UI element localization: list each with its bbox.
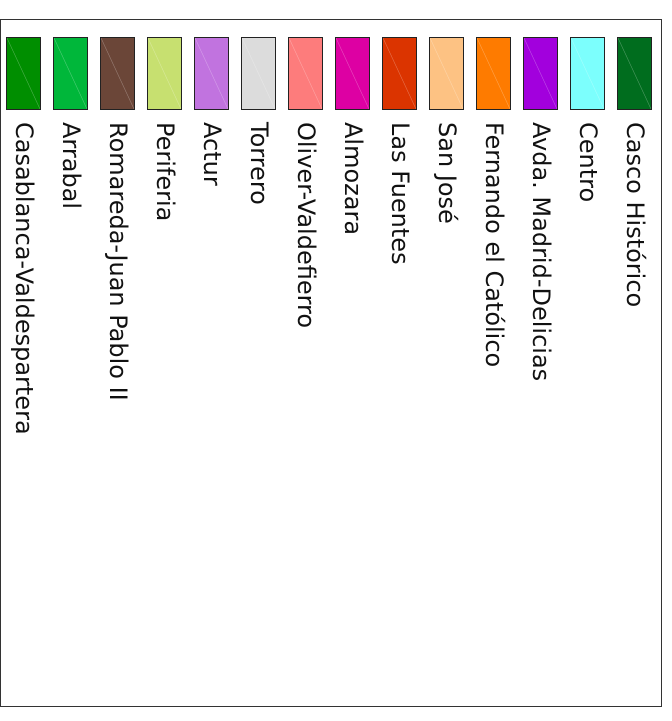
legend-label: Casco Histórico xyxy=(621,122,649,308)
legend-swatch xyxy=(194,37,229,110)
legend-swatch xyxy=(617,37,652,110)
legend-label: Oliver-Valdefierro xyxy=(292,122,320,329)
legend-item-almozara: Almozara xyxy=(330,20,377,708)
legend-item-casco-historico: Casco Histórico xyxy=(612,20,659,708)
legend-item-centro: Centro xyxy=(565,20,612,708)
legend-item-torrero: Torrero xyxy=(236,20,283,708)
legend-label: Periferia xyxy=(151,122,179,222)
legend-label: Centro xyxy=(574,122,602,203)
legend-swatch xyxy=(100,37,135,110)
legend-label: Las Fuentes xyxy=(386,122,414,265)
legend-item-avda-madrid-delicias: Avda. Madrid-Delicias xyxy=(518,20,565,708)
legend-label: Almozara xyxy=(339,122,367,236)
legend-swatch xyxy=(288,37,323,110)
legend-item-romareda-juan-pablo-ii: Romareda-Juan Pablo II xyxy=(95,20,142,708)
legend-item-oliver-valdefierro: Oliver-Valdefierro xyxy=(283,20,330,708)
legend-label: Fernando el Católico xyxy=(480,122,508,368)
map-legend: Casablanca-Valdespartera Arrabal Romared… xyxy=(0,19,662,707)
legend-item-arrabal: Arrabal xyxy=(48,20,95,708)
legend-label: Romareda-Juan Pablo II xyxy=(104,122,132,401)
legend-swatch xyxy=(570,37,605,110)
legend-swatch xyxy=(147,37,182,110)
legend-swatch xyxy=(241,37,276,110)
legend-swatch xyxy=(429,37,464,110)
legend-swatch xyxy=(6,37,41,110)
legend-label: Actur xyxy=(198,122,226,186)
legend-swatch xyxy=(476,37,511,110)
legend-swatch xyxy=(523,37,558,110)
legend-swatch xyxy=(53,37,88,110)
legend-label: Casablanca-Valdespartera xyxy=(10,122,38,435)
legend-item-fernando-el-catolico: Fernando el Católico xyxy=(471,20,518,708)
legend-item-periferia: Periferia xyxy=(142,20,189,708)
legend-label: Torrero xyxy=(245,122,273,205)
legend-label: San José xyxy=(433,122,461,224)
legend-label: Arrabal xyxy=(57,122,85,210)
legend-item-casablanca-valdespartera: Casablanca-Valdespartera xyxy=(1,20,48,708)
legend-swatch xyxy=(382,37,417,110)
legend-label: Avda. Madrid-Delicias xyxy=(527,122,555,382)
legend-item-san-jose: San José xyxy=(424,20,471,708)
legend-swatch xyxy=(335,37,370,110)
legend-item-actur: Actur xyxy=(189,20,236,708)
legend-item-las-fuentes: Las Fuentes xyxy=(377,20,424,708)
